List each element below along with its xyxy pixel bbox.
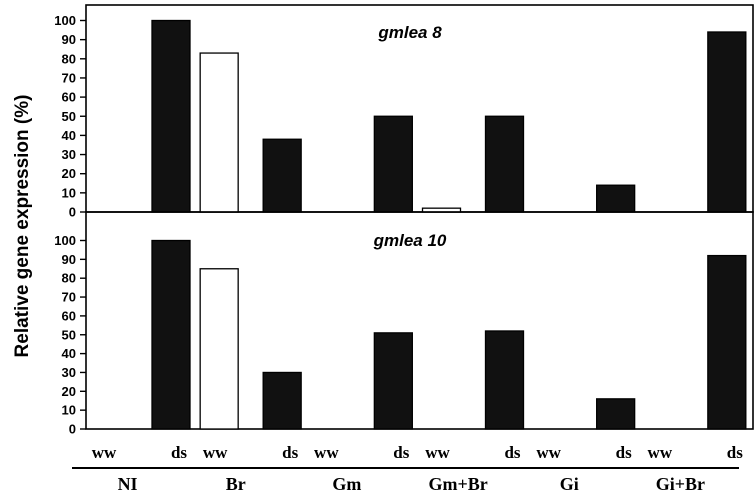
y-tick-label: 30 — [62, 365, 76, 380]
bar-ds-Br — [262, 138, 302, 213]
x-condition-label: ds — [171, 443, 187, 462]
x-condition-label: ds — [727, 443, 743, 462]
y-axis-label: Relative gene expression (%) — [12, 95, 33, 358]
y-tick-label: 60 — [62, 308, 76, 323]
y-tick-label: 50 — [62, 327, 76, 342]
x-condition-label: ds — [393, 443, 409, 462]
bar-ds-Gm+Br — [484, 115, 525, 213]
y-tick-label: 40 — [62, 346, 76, 361]
bar-ds-Gm — [373, 332, 413, 430]
x-condition-label: ww — [314, 443, 339, 462]
y-tick-label: 50 — [62, 109, 76, 124]
y-tick-label: 70 — [62, 70, 76, 85]
x-group-label: Br — [226, 474, 246, 494]
x-group-label: NI — [118, 474, 138, 494]
x-group-label: Gi — [560, 474, 579, 494]
panel-title: gmlea 8 — [377, 23, 442, 42]
y-tick-label: 70 — [62, 290, 76, 305]
x-condition-label: ds — [282, 443, 298, 462]
bar-ww-Br — [199, 268, 239, 430]
y-tick-label: 30 — [62, 147, 76, 162]
x-condition-label: ww — [203, 443, 228, 462]
y-tick-label: 20 — [62, 166, 76, 181]
y-tick-label: 100 — [54, 13, 76, 28]
y-tick-label: 60 — [62, 90, 76, 105]
x-condition-label: ww — [425, 443, 450, 462]
bar-ds-Gi+Br — [707, 254, 747, 430]
x-group-label: Gi+Br — [656, 474, 705, 494]
y-tick-label: 80 — [62, 271, 76, 286]
x-group-label: Gm+Br — [428, 474, 487, 494]
y-tick-label: 10 — [62, 403, 76, 418]
y-tick-label: 0 — [69, 422, 76, 437]
bar-ds-Br — [262, 371, 302, 430]
x-condition-label: ds — [504, 443, 520, 462]
panels-layer: 0 10 20 30 40 50 60 70 80 90 100 gmlea 8 0 10 20 30 40 50… — [54, 4, 754, 437]
y-tick-label: 90 — [62, 252, 76, 267]
bar-ds-Gm — [373, 115, 413, 213]
y-tick-label: 0 — [69, 205, 76, 220]
x-condition-label: ww — [92, 443, 117, 462]
bar-ds-Gi+Br — [707, 31, 747, 213]
panel-frame — [85, 211, 754, 430]
bar-ds-Gm+Br — [484, 330, 525, 430]
x-condition-label: ww — [648, 443, 673, 462]
y-tick-label: 40 — [62, 128, 76, 143]
bar-ds-Gi — [596, 398, 636, 430]
y-tick-label: 90 — [62, 32, 76, 47]
panel-title: gmlea 10 — [373, 231, 447, 250]
y-tick-label: 20 — [62, 384, 76, 399]
y-tick-label: 10 — [62, 185, 76, 200]
y-tick-label: 100 — [54, 233, 76, 248]
panel-0: 0 10 20 30 40 50 60 70 80 90 100 gmlea 8 — [54, 4, 754, 220]
bar-ds-Gi — [596, 184, 636, 213]
bar-ds-NI — [151, 19, 191, 213]
bar-ds-NI — [151, 239, 191, 430]
bar-ww-Br — [199, 52, 239, 213]
x-condition-label: ds — [616, 443, 632, 462]
panel-1: 0 10 20 30 40 50 60 70 80 90 100 gmlea 10 — [54, 211, 754, 437]
y-tick-label: 80 — [62, 51, 76, 66]
x-condition-label: ww — [536, 443, 561, 462]
x-group-label: Gm — [332, 474, 361, 494]
